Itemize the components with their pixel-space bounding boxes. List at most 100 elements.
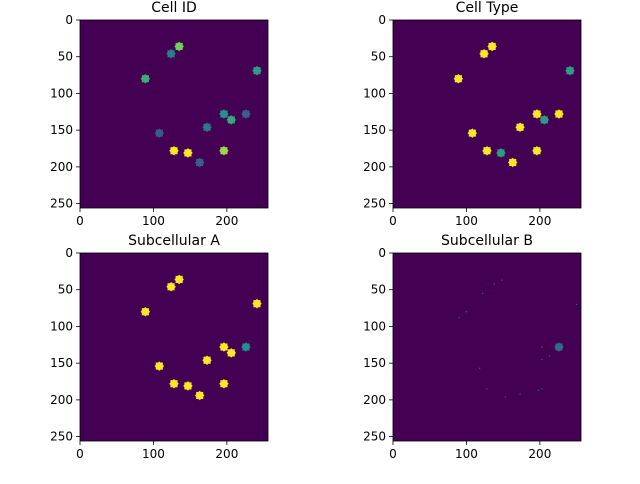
panel-title: Cell ID xyxy=(151,0,197,16)
panel-title: Subcellular B xyxy=(441,233,533,249)
panel-cell-id: Cell ID 0 100 200 0 50 100 150 200 250 xyxy=(50,0,269,228)
x-tick-label: 200 xyxy=(215,447,238,461)
speck xyxy=(519,393,521,395)
speck xyxy=(465,311,468,313)
cell-blob-core xyxy=(497,149,505,157)
x-tick-label: 100 xyxy=(142,214,165,228)
speck xyxy=(458,317,460,319)
x-tick-label: 200 xyxy=(528,447,551,461)
cell-blob-core xyxy=(242,110,250,118)
cell-blob-core xyxy=(227,349,235,357)
speck xyxy=(504,396,506,398)
y-tick-label: 250 xyxy=(363,430,386,444)
image-background xyxy=(80,20,268,208)
image-background xyxy=(80,253,268,441)
axes-frame xyxy=(392,19,582,209)
y-tick-label: 50 xyxy=(371,283,386,297)
cell-blob-core xyxy=(141,75,149,83)
axes-frame xyxy=(79,19,269,209)
panel-subcellular-a: Subcellular A 0 100 200 0 50 100 150 200 250 xyxy=(50,233,269,461)
panel-cell-type: Cell Type 0 100 200 0 50 100 150 200 250 xyxy=(363,0,582,228)
cell-blob-core xyxy=(167,283,175,291)
x-tick-label: 100 xyxy=(455,214,478,228)
y-tick-label: 250 xyxy=(50,430,73,444)
x-tick-label: 0 xyxy=(389,214,397,228)
speck xyxy=(486,388,488,390)
cell-blob-core xyxy=(170,380,178,388)
cell-blob-core xyxy=(155,362,163,370)
cell-blob-core xyxy=(196,158,204,167)
cell-blob-core xyxy=(184,149,192,157)
y-tick-label: 200 xyxy=(363,160,386,174)
cell-blob-core xyxy=(540,116,548,124)
y-tick-label: 200 xyxy=(363,393,386,407)
cell-blob-core xyxy=(203,356,211,364)
cell-blob-core xyxy=(253,67,261,75)
cell-blob-core xyxy=(227,116,235,124)
x-tick-label: 0 xyxy=(76,447,84,461)
y-tick-label: 0 xyxy=(378,246,386,260)
cell-blob-core xyxy=(170,147,178,155)
speck xyxy=(548,355,551,357)
speck xyxy=(481,292,484,294)
y-tick-label: 150 xyxy=(363,356,386,370)
cell-blob-core xyxy=(175,42,183,50)
image-background xyxy=(393,253,581,441)
x-tick-label: 200 xyxy=(215,214,238,228)
cell-blob-core xyxy=(454,75,462,83)
y-tick-label: 50 xyxy=(371,50,386,64)
panel-title: Subcellular A xyxy=(128,233,220,249)
y-tick-label: 0 xyxy=(65,13,73,27)
cell-blob-core xyxy=(483,147,491,155)
y-tick-label: 200 xyxy=(50,160,73,174)
cell-blob-core xyxy=(141,308,149,316)
y-tick-label: 250 xyxy=(363,197,386,211)
cell-blob-core xyxy=(155,129,163,137)
cell-blob-core xyxy=(516,123,524,131)
y-tick-label: 100 xyxy=(363,319,386,333)
cell-blob-core xyxy=(555,343,563,351)
speck xyxy=(479,367,481,369)
cell-blob-core xyxy=(196,391,204,400)
cell-blob-core xyxy=(220,380,228,388)
cell-blob-core xyxy=(533,147,541,155)
cell-blob-core xyxy=(533,110,541,118)
cell-blob-core xyxy=(220,147,228,155)
image-background xyxy=(393,20,581,208)
axes-frame xyxy=(79,252,269,442)
x-tick-label: 0 xyxy=(76,214,84,228)
cell-blob-core xyxy=(175,275,183,283)
y-tick-label: 50 xyxy=(58,50,73,64)
panel-title: Cell Type xyxy=(456,0,519,16)
cell-blob-core xyxy=(488,42,496,50)
speck xyxy=(541,346,543,348)
cell-blob-core xyxy=(167,50,175,58)
x-tick-label: 200 xyxy=(528,214,551,228)
cell-blob-core xyxy=(480,50,488,58)
y-tick-label: 100 xyxy=(50,319,73,333)
cell-blob-core xyxy=(468,129,476,137)
y-tick-label: 50 xyxy=(58,283,73,297)
cell-blob-core xyxy=(220,343,228,351)
cell-blob-core xyxy=(184,382,192,390)
cell-blob-core xyxy=(509,158,517,167)
y-tick-label: 100 xyxy=(363,86,386,100)
y-tick-label: 0 xyxy=(65,246,73,260)
x-tick-label: 100 xyxy=(455,447,478,461)
y-tick-label: 200 xyxy=(50,393,73,407)
y-tick-label: 150 xyxy=(50,123,73,137)
cell-blob-core xyxy=(242,343,250,351)
y-tick-label: 150 xyxy=(363,123,386,137)
y-tick-label: 0 xyxy=(378,13,386,27)
cell-blob-core xyxy=(555,110,563,118)
x-tick-label: 100 xyxy=(142,447,165,461)
cell-blob-core xyxy=(253,300,261,308)
speck xyxy=(541,358,543,361)
speck xyxy=(575,303,578,306)
speck xyxy=(501,279,503,281)
cell-blob-core xyxy=(203,123,211,131)
cell-blob-core xyxy=(566,67,574,75)
panel-subcellular-b: Subcellular B 0 100 200 0 50 100 150 200 250 xyxy=(363,233,582,461)
y-tick-label: 100 xyxy=(50,86,73,100)
